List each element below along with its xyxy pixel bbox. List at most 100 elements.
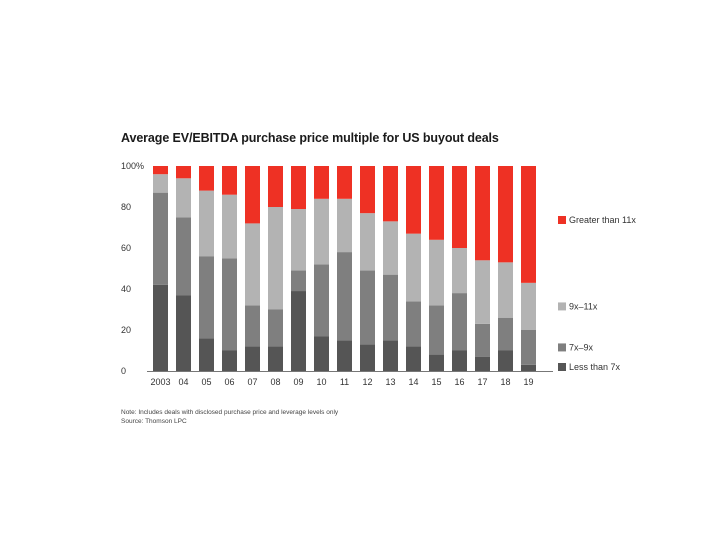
bar-segment-11-s2: [337, 198, 352, 253]
bar-segment-15-s0: [429, 354, 444, 371]
bar-segment-17-s1: [475, 323, 490, 357]
bar-segment-13-s0: [383, 340, 398, 371]
x-tick-label: 18: [500, 377, 510, 387]
bar-segment-09-s0: [291, 291, 306, 371]
bar-segment-13-s3: [383, 166, 398, 222]
x-tick-label: 09: [293, 377, 303, 387]
legend-label: 9x–11x: [569, 302, 598, 312]
y-tick-label: 100%: [121, 161, 144, 171]
bar-segment-08-s0: [268, 346, 283, 371]
bar-segment-09-s1: [291, 270, 306, 292]
bar-segment-12-s1: [360, 270, 375, 345]
bar-segment-04-s2: [176, 178, 191, 218]
bar-segment-16-s3: [452, 166, 467, 248]
x-tick-label: 2003: [150, 377, 170, 387]
bar-segment-05-s0: [199, 338, 214, 371]
bar-segment-05-s2: [199, 190, 214, 257]
bar-segment-11-s1: [337, 252, 352, 341]
bar-segment-19-s0: [521, 364, 536, 371]
x-tick-label: 05: [201, 377, 211, 387]
bar-segment-09-s3: [291, 166, 306, 210]
bar-segment-13-s2: [383, 221, 398, 275]
bar-segment-07-s2: [245, 223, 260, 306]
legend-label: 7x–9x: [569, 343, 594, 353]
x-tick-label: 11: [340, 377, 349, 387]
bar-segment-17-s0: [475, 356, 490, 371]
bar-segment-15-s1: [429, 305, 444, 355]
bar-segment-06-s0: [222, 350, 237, 371]
bar-segment-07-s1: [245, 305, 260, 347]
chart-source: Source: Thomson LPC: [121, 418, 187, 425]
bar-segment-04-s3: [176, 166, 191, 179]
bar-segment-04-s1: [176, 217, 191, 296]
chart-note: Note: Includes deals with disclosed purc…: [121, 409, 339, 416]
x-tick-label: 06: [224, 377, 234, 387]
x-tick-label: 08: [270, 377, 280, 387]
x-tick-label: 19: [523, 377, 533, 387]
bar-segment-04-s0: [176, 295, 191, 371]
legend-swatch-1: [558, 343, 566, 352]
legend-label: Greater than 11x: [569, 215, 636, 225]
legend-swatch-3: [558, 216, 566, 224]
bar-segment-05-s3: [199, 166, 214, 191]
bar-segment-12-s2: [360, 213, 375, 271]
bar-segment-16-s1: [452, 293, 467, 351]
bar-segment-2003-s0: [153, 284, 168, 371]
bar-segment-06-s1: [222, 258, 237, 351]
bar-segment-18-s2: [498, 262, 513, 318]
bar-segment-2003-s2: [153, 174, 168, 193]
bar-segment-08-s2: [268, 207, 283, 310]
bar-segment-13-s1: [383, 274, 398, 341]
bar-segment-19-s1: [521, 330, 536, 365]
bar-segment-2003-s3: [153, 166, 168, 175]
bar-segment-08-s3: [268, 166, 283, 207]
bar-segment-06-s3: [222, 166, 237, 195]
bar-segment-18-s1: [498, 317, 513, 351]
chart-title: Average EV/EBITDA purchase price multipl…: [121, 131, 499, 145]
bar-segment-11-s3: [337, 166, 352, 199]
x-tick-label: 15: [431, 377, 441, 387]
y-tick-label: 40: [121, 284, 131, 294]
x-tick-label: 13: [385, 377, 395, 387]
bar-segment-08-s1: [268, 309, 283, 347]
bar-segment-06-s2: [222, 194, 237, 259]
x-tick-label: 14: [408, 377, 418, 387]
bar-segment-10-s0: [314, 336, 329, 371]
bar-segment-18-s0: [498, 350, 513, 371]
bar-segment-19-s2: [521, 282, 536, 330]
bar-segment-12-s0: [360, 344, 375, 371]
y-tick-label: 60: [121, 243, 131, 253]
bar-segment-17-s2: [475, 260, 490, 324]
bar-segment-15-s3: [429, 166, 444, 240]
y-tick-label: 0: [121, 366, 126, 376]
bar-segment-16-s0: [452, 350, 467, 371]
bar-segment-10-s3: [314, 166, 329, 199]
bar-segment-09-s2: [291, 209, 306, 271]
y-tick-label: 20: [121, 325, 131, 335]
bar-segment-10-s2: [314, 198, 329, 265]
bar-segment-19-s3: [521, 166, 536, 283]
x-tick-label: 16: [454, 377, 464, 387]
bar-segment-05-s1: [199, 256, 214, 339]
bar-segment-15-s2: [429, 239, 444, 306]
x-tick-label: 12: [362, 377, 372, 387]
bar-segment-07-s3: [245, 166, 260, 224]
bar-segment-11-s0: [337, 340, 352, 371]
bar-segment-14-s1: [406, 301, 421, 347]
legend-swatch-2: [558, 302, 566, 311]
legend-swatch-0: [558, 363, 566, 371]
bar-segment-2003-s1: [153, 192, 168, 285]
bar-segment-10-s1: [314, 264, 329, 337]
bar-segment-14-s2: [406, 233, 421, 302]
bar-segment-17-s3: [475, 166, 490, 261]
legend-label: Less than 7x: [569, 362, 621, 372]
bar-segment-18-s3: [498, 166, 513, 263]
bar-segment-16-s2: [452, 248, 467, 294]
x-tick-label: 07: [247, 377, 257, 387]
bar-segment-07-s0: [245, 346, 260, 371]
x-tick-label: 04: [178, 377, 188, 387]
bar-segment-14-s0: [406, 346, 421, 371]
bar-segment-12-s3: [360, 166, 375, 214]
y-tick-label: 80: [121, 202, 131, 212]
